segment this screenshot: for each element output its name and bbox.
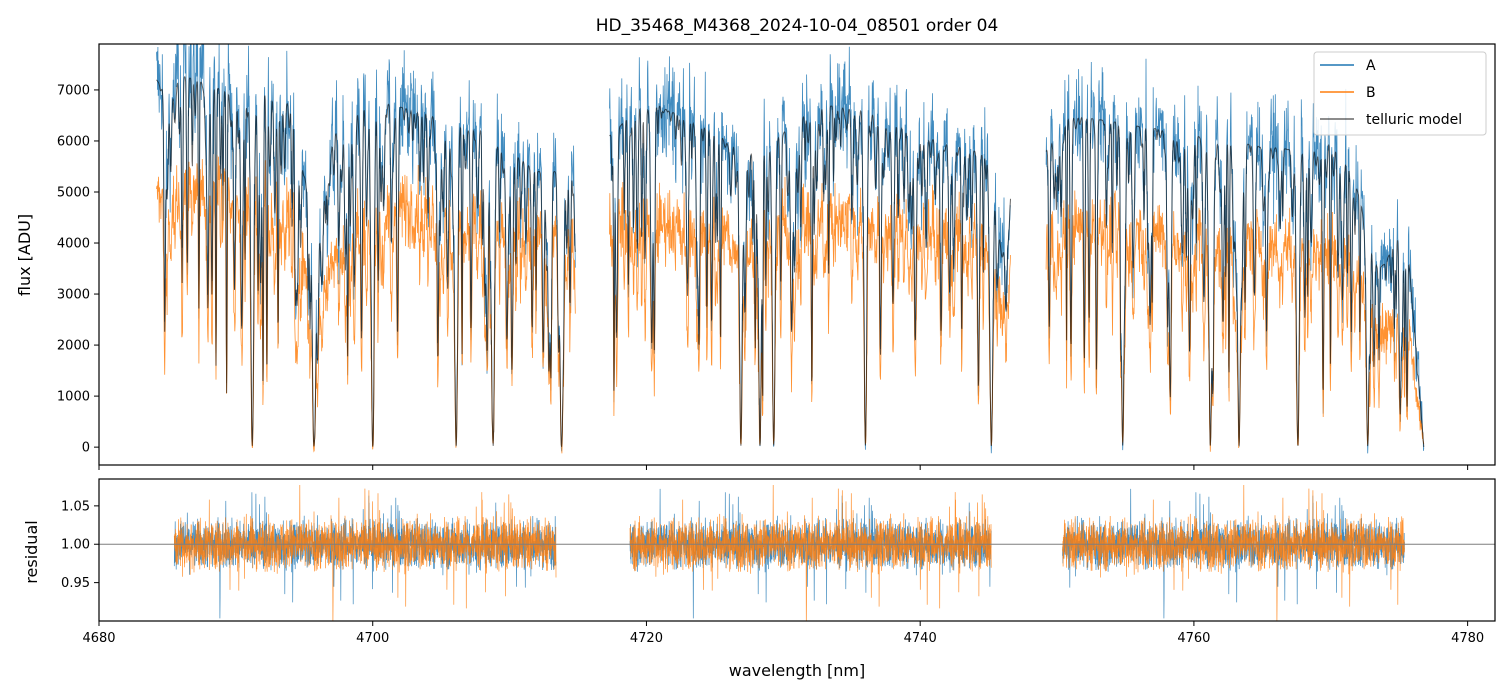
series-b-line-segment-3 (1045, 190, 1425, 452)
residual-ytick-label: 1.00 (61, 538, 90, 553)
legend-frame (1313, 51, 1487, 136)
residual-axes-frame (98, 478, 1496, 622)
residual-xtick-label: 4720 (630, 631, 663, 646)
residual-ytick-label: 1.05 (61, 499, 90, 514)
telluric-model-line-segment-1 (156, 76, 576, 447)
xlabel: wavelength [nm] (729, 661, 866, 680)
residual-xtick-label: 4780 (1451, 631, 1484, 646)
chart-title: HD_35468_M4368_2024-10-04_08501 order 04 (596, 16, 999, 36)
residual-plot-area (99, 484, 1495, 621)
legend-label-telluric-model: telluric model (1366, 112, 1462, 128)
residual-ytick-label: 0.95 (61, 576, 90, 591)
series-b-line-segment-2 (609, 176, 1011, 446)
residual-xtick-label: 4700 (356, 631, 389, 646)
flux-y-ticks: 0 1000 2000 3000 4000 5000 6000 7000 (57, 83, 99, 456)
flux-ytick-label: 2000 (57, 339, 90, 354)
flux-ytick-label: 4000 (57, 237, 90, 252)
series-a-line-segment-1 (156, 44, 576, 452)
residual-b-line-segment-2 (629, 484, 992, 621)
flux-ylabel: flux [ADU] (15, 214, 34, 296)
flux-ytick-label: 3000 (57, 288, 90, 303)
residual-xtick-label: 4760 (1177, 631, 1210, 646)
flux-ytick-label: 5000 (57, 185, 90, 200)
residual-ylabel: residual (22, 520, 41, 583)
flux-ytick-label: 6000 (57, 134, 90, 149)
residual-xtick-label: 4680 (82, 631, 115, 646)
residual-panel: 0.95 1.00 1.05 4680 4700 4720 4740 4760 4780 re… (22, 478, 1496, 680)
legend-label-a: A (1366, 58, 1376, 74)
flux-ytick-label: 1000 (57, 390, 90, 405)
flux-x-ticks (98, 465, 1469, 470)
flux-plot-area (156, 44, 1425, 454)
flux-panel: 0 1000 2000 3000 4000 5000 6000 7000 flux [ADU]… (15, 43, 1496, 470)
residual-b-line-segment-1 (173, 484, 557, 621)
flux-ytick-label: 0 (82, 441, 90, 456)
residual-xtick-label: 4740 (904, 631, 937, 646)
flux-ytick-label: 7000 (57, 83, 90, 98)
legend-label-b: B (1366, 85, 1376, 101)
legend: A B telluric model (1313, 51, 1487, 136)
residual-y-ticks: 0.95 1.00 1.05 (61, 499, 99, 591)
telluric-model-line-segment-3 (1045, 116, 1425, 448)
residual-x-ticks: 4680 4700 4720 4740 4760 4780 (82, 621, 1484, 646)
telluric-model-line-segment-2 (609, 105, 1011, 447)
flux-axes-frame (98, 43, 1496, 466)
